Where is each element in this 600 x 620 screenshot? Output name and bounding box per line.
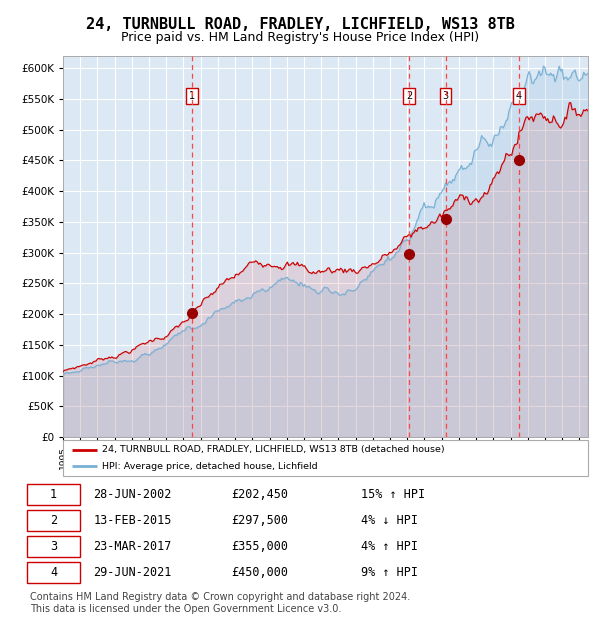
Text: £297,500: £297,500 — [232, 515, 289, 527]
Text: 28-JUN-2002: 28-JUN-2002 — [94, 489, 172, 501]
Text: Price paid vs. HM Land Registry's House Price Index (HPI): Price paid vs. HM Land Registry's House … — [121, 31, 479, 44]
Text: 3: 3 — [50, 541, 57, 553]
Text: 29-JUN-2021: 29-JUN-2021 — [94, 567, 172, 579]
Text: £202,450: £202,450 — [232, 489, 289, 501]
Text: Contains HM Land Registry data © Crown copyright and database right 2024.
This d: Contains HM Land Registry data © Crown c… — [30, 592, 410, 614]
FancyBboxPatch shape — [27, 536, 80, 557]
Text: 23-MAR-2017: 23-MAR-2017 — [94, 541, 172, 553]
Text: 24, TURNBULL ROAD, FRADLEY, LICHFIELD, WS13 8TB: 24, TURNBULL ROAD, FRADLEY, LICHFIELD, W… — [86, 17, 514, 32]
Text: 2: 2 — [406, 91, 412, 101]
FancyBboxPatch shape — [27, 510, 80, 531]
Text: 2: 2 — [50, 515, 57, 527]
Text: 3: 3 — [443, 91, 449, 101]
Text: 9% ↑ HPI: 9% ↑ HPI — [361, 567, 418, 579]
Text: 15% ↑ HPI: 15% ↑ HPI — [361, 489, 425, 501]
FancyBboxPatch shape — [27, 562, 80, 583]
Text: HPI: Average price, detached house, Lichfield: HPI: Average price, detached house, Lich… — [103, 462, 318, 471]
Text: 4: 4 — [50, 567, 57, 579]
Text: £355,000: £355,000 — [232, 541, 289, 553]
Text: 1: 1 — [50, 489, 57, 501]
Text: 4: 4 — [516, 91, 522, 101]
Text: 4% ↑ HPI: 4% ↑ HPI — [361, 541, 418, 553]
Text: 1: 1 — [189, 91, 195, 101]
Text: 4% ↓ HPI: 4% ↓ HPI — [361, 515, 418, 527]
Text: 13-FEB-2015: 13-FEB-2015 — [94, 515, 172, 527]
FancyBboxPatch shape — [63, 440, 588, 476]
Text: 24, TURNBULL ROAD, FRADLEY, LICHFIELD, WS13 8TB (detached house): 24, TURNBULL ROAD, FRADLEY, LICHFIELD, W… — [103, 445, 445, 454]
FancyBboxPatch shape — [27, 484, 80, 505]
Text: £450,000: £450,000 — [232, 567, 289, 579]
